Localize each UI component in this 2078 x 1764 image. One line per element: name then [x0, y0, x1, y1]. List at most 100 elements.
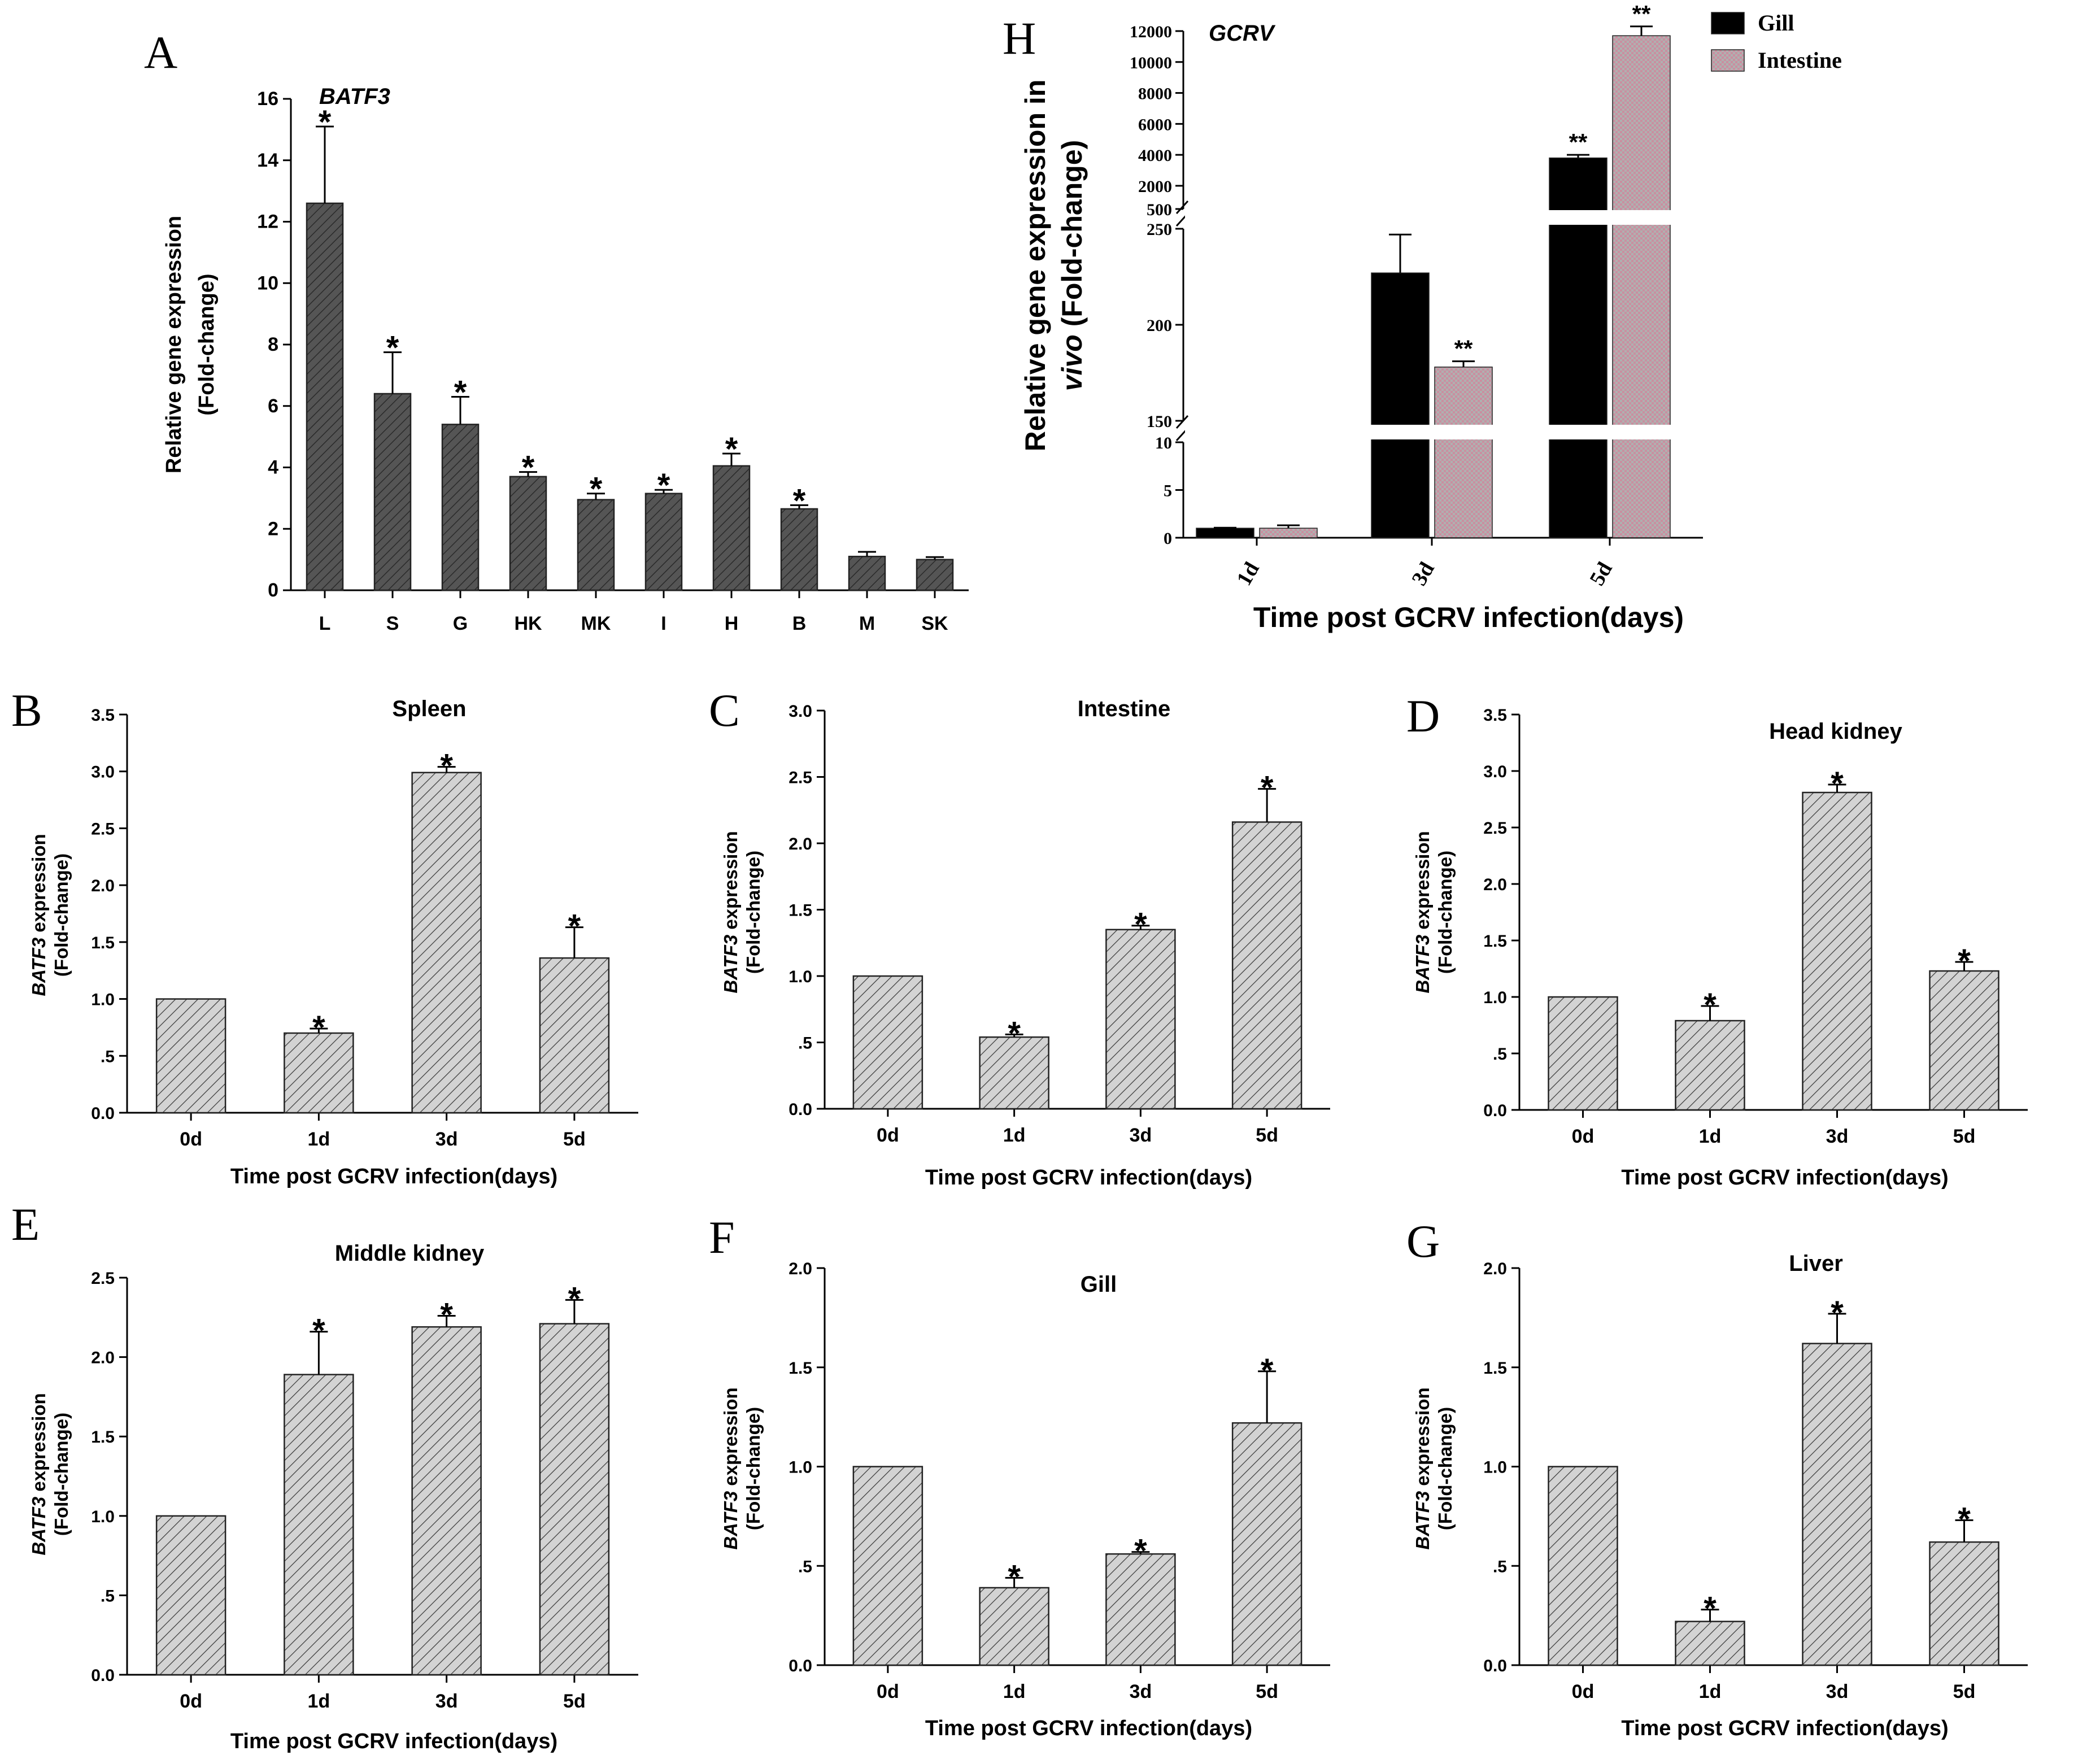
- panel-letter: H: [1003, 12, 1036, 64]
- y-tick-label: .5: [798, 1557, 812, 1576]
- y-tick-label: 2.0: [1483, 1260, 1507, 1278]
- y-tick-label: 1.0: [91, 1508, 115, 1526]
- x-tick-label: 1d: [1003, 1681, 1026, 1702]
- y-tick-label: 1.5: [1483, 1359, 1507, 1378]
- x-tick-label: 0d: [180, 1129, 202, 1150]
- x-axis-label: Time post GCRV infection(days): [1621, 1166, 1948, 1190]
- significance-mark: *: [1958, 943, 1971, 979]
- panel-b: B Spleen 0.0 .5 1.0 1.5 2.0 2.5 3.0 3.5 0d * 1d * 3d * 5…: [11, 685, 638, 1188]
- significance-mark: *: [1008, 1015, 1021, 1052]
- x-tick-label: 0d: [877, 1681, 899, 1702]
- y-axis-label-gene: BATF3: [720, 1491, 741, 1550]
- bar: [979, 1587, 1049, 1666]
- bar: [441, 424, 480, 591]
- y-tick-label: 500: [1147, 201, 1172, 219]
- bar: [852, 1466, 923, 1666]
- y-tick-label: 3.5: [1483, 706, 1507, 725]
- y-tick-label: 0: [268, 580, 278, 601]
- x-tick-label: 3d: [1826, 1126, 1849, 1147]
- x-tick-label: 1d: [1232, 558, 1264, 590]
- y-axis-label-gene: BATF3: [1412, 1491, 1433, 1550]
- y-axis-label: BATF3 expression: [1412, 1387, 1433, 1549]
- significance-mark: *: [440, 748, 453, 785]
- bar: [284, 1374, 354, 1676]
- axis-break-mark: [1175, 200, 1189, 215]
- y-axis-label: BATF3 expression: [1412, 831, 1433, 993]
- bar-intestine: [1612, 35, 1671, 538]
- x-tick-label: 5d: [563, 1129, 586, 1150]
- y-tick-label: 2.0: [788, 835, 812, 853]
- y-tick-label: 0.0: [788, 1657, 812, 1675]
- x-tick-label: 1d: [1699, 1681, 1722, 1702]
- y-tick-label: 4: [268, 457, 278, 478]
- y-axis-label-gene: BATF3: [28, 1497, 49, 1556]
- bar: [1231, 821, 1302, 1110]
- significance-mark: *: [1831, 765, 1844, 802]
- significance-mark: *: [1704, 1591, 1717, 1627]
- panel-e: E Middle kidney 0.0 .5 1.0 1.5 2.0 2.5 0d * 1d * 3d *…: [11, 1199, 638, 1753]
- bar: [1802, 1343, 1872, 1666]
- panel-f: F Gill 0.0 .5 1.0 1.5 2.0 0d * 1d * 3d * 5d BATF3 expr…: [709, 1212, 1330, 1740]
- y-tick-label: .5: [101, 1047, 115, 1066]
- bar: [712, 465, 751, 591]
- x-tick-label: MK: [581, 613, 611, 634]
- y-axis-label-italic: vivo: [1056, 334, 1088, 391]
- y-tick-label: 8: [268, 334, 278, 355]
- y-tick-label: 0: [1164, 529, 1172, 548]
- x-tick-label: 5d: [1953, 1681, 1976, 1702]
- bar: [155, 1515, 226, 1676]
- bar: [373, 393, 412, 591]
- significance-mark: **: [1454, 336, 1473, 362]
- y-tick-label: 12000: [1130, 23, 1172, 41]
- y-axis-label-rest: expression: [28, 1393, 49, 1496]
- y-tick-label: .5: [101, 1587, 115, 1605]
- bar: [306, 202, 344, 591]
- y-tick-label: 3.0: [1483, 763, 1507, 781]
- significance-mark: *: [312, 1313, 325, 1349]
- y-tick-label: 1.0: [1483, 988, 1507, 1007]
- significance-mark: *: [568, 908, 581, 945]
- y-tick-label: 2.0: [788, 1260, 812, 1278]
- x-tick-label: G: [453, 613, 468, 634]
- significance-mark: *: [440, 1296, 453, 1333]
- x-tick-label: 3d: [1407, 558, 1439, 590]
- y-tick-label: 2: [268, 518, 278, 539]
- y-axis-label: BATF3 expression: [720, 831, 741, 993]
- x-tick-label: 1d: [308, 1691, 330, 1712]
- bar: [1929, 970, 1999, 1111]
- bar: [577, 499, 615, 591]
- y-tick-label: 0.0: [91, 1666, 115, 1685]
- bar: [1802, 791, 1872, 1111]
- y-axis-label-line2: (Fold-change): [1435, 851, 1456, 974]
- x-tick-label: SK: [921, 613, 948, 634]
- x-tick-label: 5d: [563, 1691, 586, 1712]
- legend-swatch-intestine: [1711, 49, 1745, 72]
- significance-mark: *: [568, 1280, 581, 1317]
- significance-mark: *: [1261, 770, 1274, 807]
- bar: [848, 555, 886, 591]
- x-tick-label: 5d: [1953, 1126, 1976, 1147]
- panel-letter: A: [144, 27, 177, 78]
- significance-mark: *: [522, 450, 535, 486]
- y-tick-label: 4000: [1138, 146, 1172, 165]
- bar: [1675, 1621, 1745, 1666]
- y-tick-label: 12: [257, 211, 278, 233]
- chart-title: Middle kidney: [335, 1241, 485, 1266]
- charts-root: A BATF3 0 2 4 6 8 10 12 14 16 * L * S * G * HK * MK * I * H * B M SK…: [11, 1, 2028, 1753]
- x-axis-label: Time post GCRV infection(days): [1253, 602, 1684, 633]
- x-axis-label: Time post GCRV infection(days): [230, 1730, 557, 1753]
- y-tick-label: 1.0: [91, 991, 115, 1009]
- significance-mark: *: [1008, 1558, 1021, 1595]
- chart-title: BATF3: [319, 84, 390, 109]
- y-tick-label: 2.5: [91, 1269, 115, 1288]
- bar: [852, 975, 923, 1110]
- significance-mark: *: [725, 431, 738, 468]
- y-axis-label-rest: expression: [720, 1387, 741, 1491]
- y-axis-label-rest: expression: [720, 831, 741, 934]
- significance-mark: *: [1704, 987, 1717, 1023]
- y-axis-label: BATF3 expression: [28, 1393, 49, 1555]
- y-axis-label-line2: (Fold-change): [1435, 1407, 1456, 1530]
- significance-mark: *: [793, 482, 806, 519]
- y-tick-label: 150: [1147, 412, 1172, 431]
